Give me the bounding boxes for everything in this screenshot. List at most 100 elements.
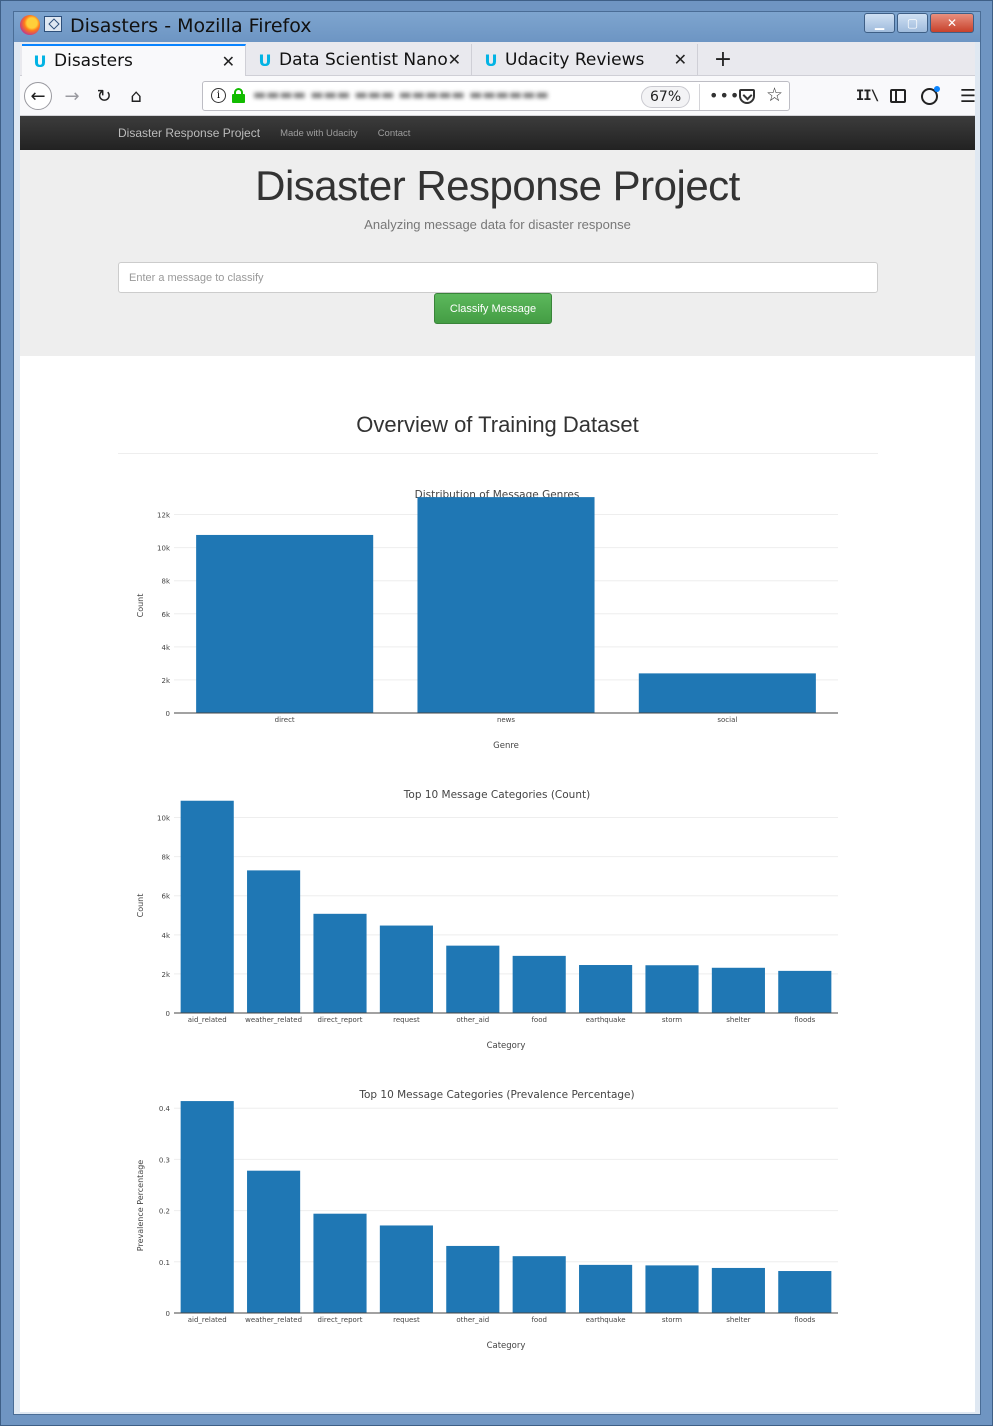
y-tick-label: 12k xyxy=(157,512,171,520)
bar-weather_related xyxy=(247,1170,301,1313)
close-window-button[interactable]: ✕ xyxy=(930,13,974,33)
x-tick-label: earthquake xyxy=(586,1316,626,1324)
page-title: Disaster Response Project xyxy=(255,162,740,209)
bar-weather_related xyxy=(247,870,301,1013)
y-tick-label: 0 xyxy=(166,710,170,718)
bar-direct xyxy=(196,534,374,713)
x-tick-label: shelter xyxy=(726,1016,750,1024)
reload-button[interactable]: ↻ xyxy=(96,85,112,107)
overview-heading: Overview of Training Dataset xyxy=(356,412,639,437)
zoom-indicator[interactable]: 67% xyxy=(641,86,691,108)
bar-earthquake xyxy=(579,965,633,1013)
hero-section: Disaster Response Project Analyzing mess… xyxy=(20,150,975,356)
chart-title: Top 10 Message Categories (Prevalence Pe… xyxy=(358,1089,634,1101)
x-tick-label: request xyxy=(393,1316,420,1324)
bar-storm xyxy=(645,1265,699,1313)
x-tick-label: weather_related xyxy=(245,1016,302,1024)
y-tick-label: 4k xyxy=(161,932,170,940)
bar-food xyxy=(512,1256,566,1313)
x-tick-label: floods xyxy=(794,1016,815,1024)
account-icon[interactable] xyxy=(918,85,940,107)
y-tick-label: 0.4 xyxy=(159,1105,171,1113)
y-tick-label: 0.1 xyxy=(159,1259,170,1267)
x-tick-label: other_aid xyxy=(456,1016,489,1024)
sidebar-icon[interactable] xyxy=(887,85,909,107)
classify-message-button[interactable]: Classify Message xyxy=(434,293,552,324)
minimize-button[interactable]: ▁ xyxy=(864,13,895,33)
bar-direct_report xyxy=(313,1213,367,1313)
navbar-brand[interactable]: Disaster Response Project xyxy=(118,126,261,140)
x-tick-label: storm xyxy=(662,1016,682,1024)
nav-link-made-with-udacity[interactable]: Made with Udacity xyxy=(280,127,358,139)
x-tick-label: direct xyxy=(275,716,295,724)
x-tick-label: food xyxy=(531,1016,546,1024)
site-navbar: Disaster Response Project Made with Udac… xyxy=(20,116,975,150)
firefox-logo-icon xyxy=(20,15,40,35)
window-body: Disasters - Mozilla Firefox ▁ ▢ ✕ U Disa… xyxy=(13,11,981,1415)
bar-floods xyxy=(778,970,832,1013)
x-tick-label: direct_report xyxy=(318,1316,363,1324)
bar-aid_related xyxy=(180,800,234,1013)
bar-request xyxy=(379,1225,433,1313)
title-bar[interactable]: Disasters - Mozilla Firefox ▁ ▢ ✕ xyxy=(14,12,980,42)
x-tick-label: weather_related xyxy=(245,1316,302,1324)
y-tick-label: 0.3 xyxy=(159,1156,170,1164)
y-tick-label: 0.2 xyxy=(159,1208,170,1216)
home-button[interactable]: ⌂ xyxy=(130,85,142,107)
url-bar[interactable]: i ▬▬▬▬ ▬▬▬ ▬▬▬ ▬▬▬▬▬ ▬▬▬▬▬▬ 67% ••• ☆ xyxy=(202,81,790,111)
close-tab-icon[interactable]: ✕ xyxy=(447,50,461,69)
message-input[interactable] xyxy=(118,262,878,293)
nav-link-contact[interactable]: Contact xyxy=(377,127,411,139)
chart-title: Top 10 Message Categories (Count) xyxy=(403,789,590,801)
bookmark-star-icon[interactable]: ☆ xyxy=(766,84,784,106)
y-tick-label: 8k xyxy=(161,578,170,586)
y-tick-label: 10k xyxy=(157,545,171,553)
bar-storm xyxy=(645,965,699,1013)
x-axis-label: Category xyxy=(487,1041,526,1051)
x-tick-label: request xyxy=(393,1016,420,1024)
y-tick-label: 0 xyxy=(166,1010,170,1018)
bar-news xyxy=(417,497,595,713)
pocket-icon[interactable] xyxy=(739,89,755,104)
x-axis-label: Genre xyxy=(493,741,519,751)
close-tab-icon[interactable]: ✕ xyxy=(673,50,687,69)
bar-request xyxy=(379,925,433,1013)
x-tick-label: earthquake xyxy=(586,1016,626,1024)
new-tab-button[interactable]: + xyxy=(713,46,733,72)
window-title: Disasters - Mozilla Firefox xyxy=(70,15,312,37)
tab-disasters[interactable]: U Disasters ✕ xyxy=(22,44,246,76)
y-tick-label: 10k xyxy=(157,815,171,823)
back-button[interactable]: ← xyxy=(24,82,52,110)
window-menu-icon[interactable] xyxy=(44,16,62,32)
bar-food xyxy=(512,955,566,1013)
bar-shelter xyxy=(711,1267,765,1313)
tab-label: Data Scientist Nano xyxy=(279,50,448,70)
maximize-button[interactable]: ▢ xyxy=(897,13,928,33)
bar-direct_report xyxy=(313,913,367,1013)
library-icon[interactable]: II\ xyxy=(855,88,879,104)
udacity-favicon-icon: U xyxy=(33,51,47,71)
y-tick-label: 6k xyxy=(161,611,170,619)
page-actions-icon[interactable]: ••• xyxy=(709,86,741,105)
x-tick-label: food xyxy=(531,1316,546,1324)
tab-label: Disasters xyxy=(54,51,133,71)
y-tick-label: 6k xyxy=(161,893,170,901)
x-tick-label: storm xyxy=(662,1316,682,1324)
info-icon[interactable]: i xyxy=(211,88,226,103)
x-tick-label: floods xyxy=(794,1316,815,1324)
category-count-chart: Top 10 Message Categories (Count) 0 2k 4k 6k… xyxy=(136,789,838,1051)
category-prevalence-chart: Top 10 Message Categories (Prevalence Pe… xyxy=(136,1089,838,1351)
hamburger-menu-icon[interactable]: ☰ xyxy=(959,85,977,107)
y-tick-label: 4k xyxy=(161,644,170,652)
lock-icon[interactable] xyxy=(232,88,245,103)
bar-floods xyxy=(778,1271,832,1313)
bar-aid_related xyxy=(180,1101,234,1313)
bar-other_aid xyxy=(446,945,500,1013)
tab-udacity-reviews[interactable]: U Udacity Reviews ✕ xyxy=(473,44,698,76)
forward-button[interactable]: → xyxy=(64,85,80,107)
close-tab-icon[interactable]: ✕ xyxy=(221,52,235,71)
tab-data-scientist[interactable]: U Data Scientist Nano ✕ xyxy=(247,44,472,76)
udacity-favicon-icon: U xyxy=(484,50,498,70)
y-axis-label: Count xyxy=(136,594,145,618)
